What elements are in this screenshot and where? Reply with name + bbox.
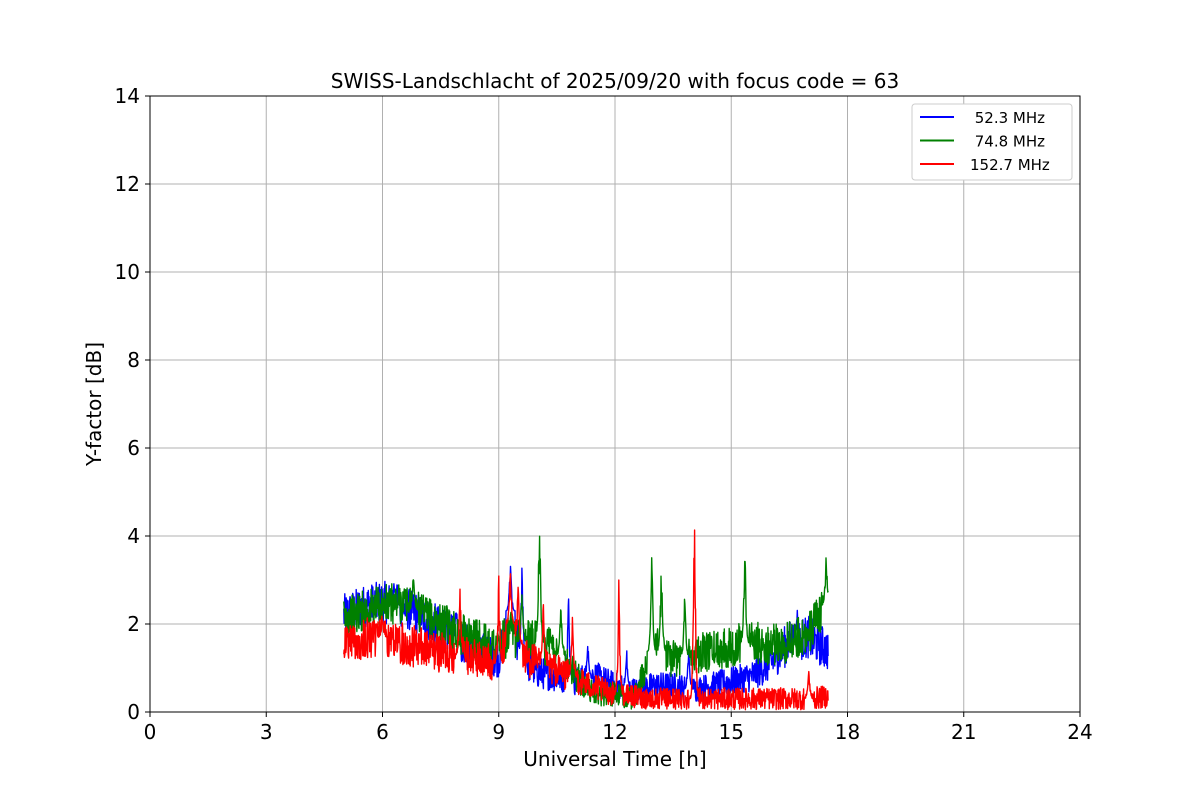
legend-label: 152.7 MHz bbox=[970, 156, 1050, 174]
x-tick-label: 21 bbox=[951, 720, 976, 744]
y-tick-label: 0 bbox=[127, 700, 140, 724]
x-tick-label: 18 bbox=[835, 720, 860, 744]
x-tick-label: 24 bbox=[1067, 720, 1092, 744]
y-tick-label: 2 bbox=[127, 612, 140, 636]
x-tick-label: 3 bbox=[260, 720, 273, 744]
x-tick-label: 0 bbox=[144, 720, 157, 744]
series-group bbox=[343, 529, 829, 711]
y-tick-label: 6 bbox=[127, 436, 140, 460]
legend-label: 52.3 MHz bbox=[970, 109, 1045, 127]
x-axis-label: Universal Time [h] bbox=[523, 747, 706, 771]
chart-title: SWISS-Landschlacht of 2025/09/20 with fo… bbox=[331, 69, 899, 93]
legend-label: 74.8 MHz bbox=[970, 133, 1045, 151]
legend-box bbox=[911, 103, 1073, 181]
x-tick-label: 12 bbox=[602, 720, 627, 744]
x-tick-label: 15 bbox=[719, 720, 744, 744]
grid bbox=[149, 95, 1081, 713]
y-tick-label: 4 bbox=[127, 524, 140, 548]
y-tick-label: 14 bbox=[115, 84, 140, 108]
x-tick-label: 9 bbox=[492, 720, 505, 744]
y-tick-label: 8 bbox=[127, 348, 140, 372]
y-tick-label: 10 bbox=[115, 260, 140, 284]
y-axis-label: Y-factor [dB] bbox=[82, 342, 106, 467]
legend: 52.3 MHz 74.8 MHz 152.7 MHz bbox=[911, 103, 1073, 181]
x-tick-label: 6 bbox=[376, 720, 389, 744]
y-tick-label: 12 bbox=[115, 172, 140, 196]
series-line bbox=[343, 529, 829, 711]
